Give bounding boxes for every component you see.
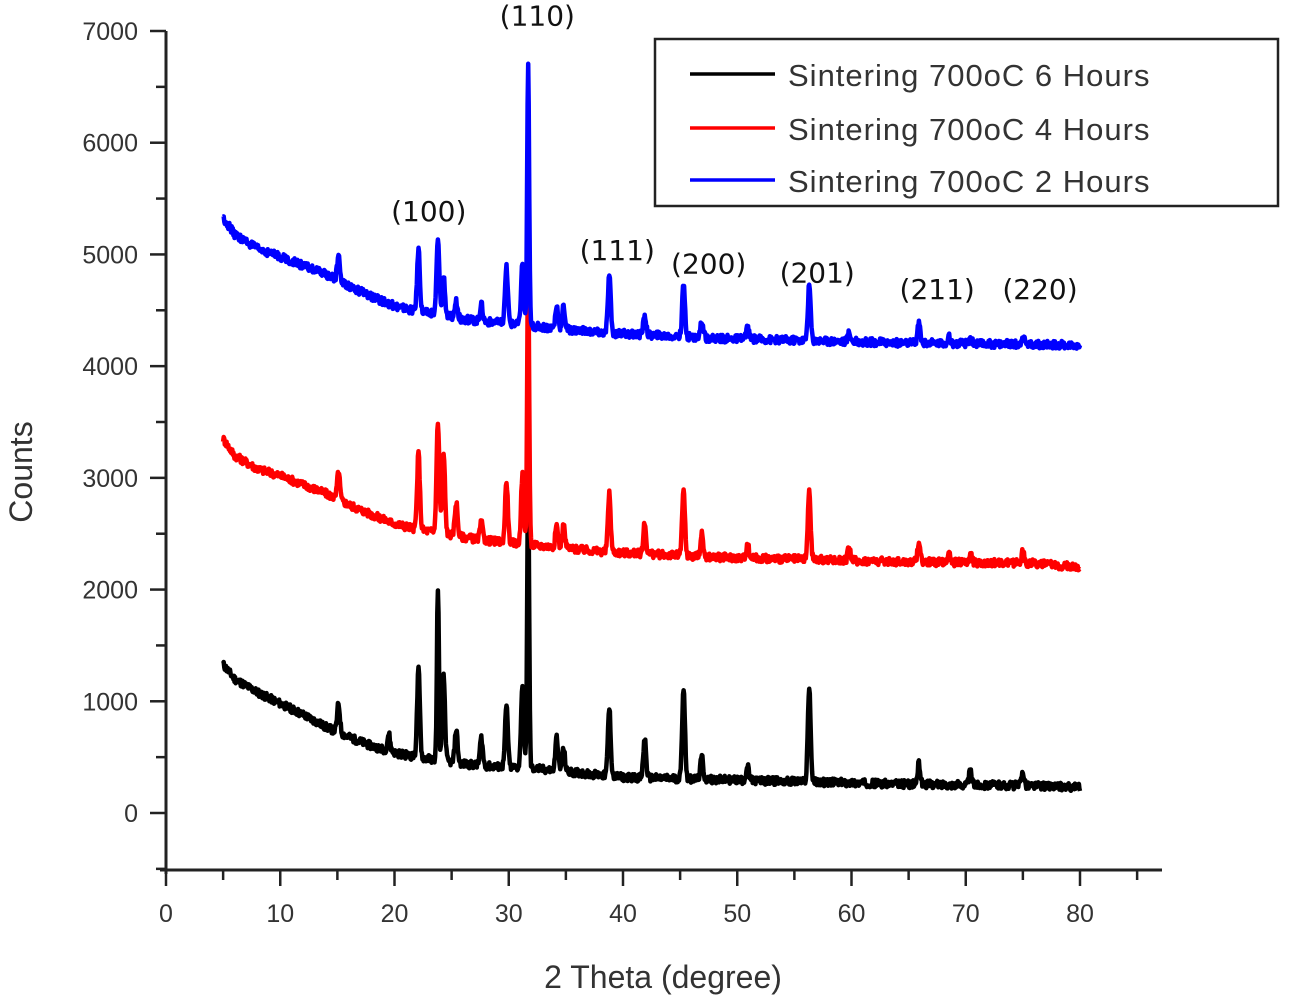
series-line-0 [221, 475, 1083, 794]
y-tick-label: 2000 [82, 577, 138, 605]
x-tick-label: 0 [159, 900, 173, 928]
x-tick-label: 10 [266, 900, 294, 928]
annotations: (100) (110) (111) (200) (201) (211) (220) [391, 0, 1078, 306]
series-layer [220, 61, 1083, 794]
legend: Sintering 700oC 6 Hours Sintering 700oC … [653, 37, 1280, 208]
peak-label: (220) [1002, 273, 1077, 306]
series-line-1 [220, 255, 1082, 573]
legend-box [653, 37, 1280, 208]
x-tick-label: 20 [381, 900, 409, 928]
x-tick-label: 30 [495, 900, 523, 928]
y-axis-title: Counts [3, 421, 39, 522]
y-tick-label: 3000 [82, 465, 138, 493]
x-axis-title: 2 Theta (degree) [544, 959, 782, 995]
y-tick-label: 5000 [82, 241, 138, 269]
peak-label: (200) [671, 247, 746, 280]
peak-label: (211) [900, 273, 975, 306]
x-tick-label: 50 [723, 900, 751, 928]
series-line-2 [221, 61, 1083, 351]
x-tick-label: 70 [952, 900, 980, 928]
y-tick-label: 7000 [82, 18, 138, 46]
peak-label: (201) [780, 256, 855, 289]
y-tick-label: 6000 [82, 130, 138, 158]
peak-label: (111) [580, 234, 655, 267]
y-tick-label: 1000 [82, 688, 138, 716]
peak-label: (100) [391, 195, 466, 228]
peak-label: (110) [500, 0, 575, 32]
y-tick-label: 4000 [82, 353, 138, 381]
x-tick-label: 60 [838, 900, 866, 928]
legend-label-6h: Sintering 700oC 6 Hours [788, 58, 1150, 93]
y-tick-label: 0 [124, 800, 138, 828]
axes: 0 1000 2000 3000 4000 5000 6000 7000 0 10 20 30 40 50… [82, 18, 1162, 928]
legend-label-2h: Sintering 700oC 2 Hours [788, 164, 1150, 199]
x-tick-label: 40 [609, 900, 637, 928]
legend-label-4h: Sintering 700oC 4 Hours [788, 112, 1150, 147]
x-tick-label: 80 [1066, 900, 1094, 928]
